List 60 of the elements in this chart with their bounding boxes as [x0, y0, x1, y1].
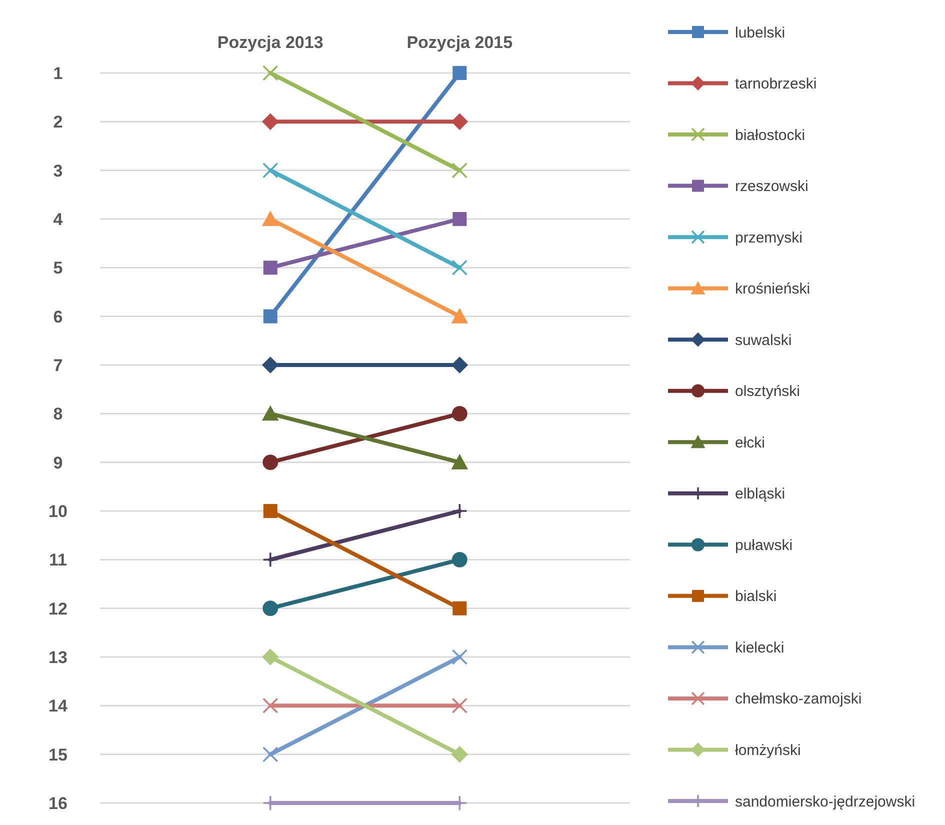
point [262, 552, 278, 568]
point [262, 454, 278, 470]
point [262, 648, 279, 666]
point [452, 503, 468, 519]
point [452, 552, 468, 568]
point [262, 65, 278, 81]
point [452, 66, 467, 80]
legend-label: tarnobrzeski [735, 76, 817, 93]
y-tick-label: 10 [48, 502, 68, 521]
legend-label: ełcki [735, 434, 766, 452]
legend-label: olsztyński [735, 383, 800, 400]
legend-label: krośnieński [735, 280, 810, 298]
y-tick-label: 7 [53, 356, 63, 375]
point [451, 746, 468, 763]
point [262, 746, 278, 762]
y-tick-label: 8 [53, 404, 63, 424]
legend-label: chełmsko-zamojski [735, 690, 862, 708]
legend-label: suwalski [735, 332, 792, 349]
point [452, 162, 468, 178]
point [263, 504, 278, 518]
legend-label: łomżyński [735, 742, 801, 759]
legend-label: przemyski [735, 229, 803, 246]
y-tick-label: 14 [48, 696, 68, 716]
legend-label: puławski [735, 536, 793, 554]
point [262, 162, 278, 178]
point [262, 356, 279, 374]
point [451, 113, 468, 130]
y-tick-label: 15 [48, 745, 68, 764]
point [452, 260, 468, 276]
y-tick-label: 3 [53, 161, 63, 180]
x-tick-label: Pozycja 2015 [406, 32, 513, 52]
legend-label: sandomiersko-jędrzejowski [735, 793, 916, 810]
point [451, 356, 468, 374]
point [262, 600, 278, 616]
point [452, 698, 468, 714]
legend-label: białostocki [735, 126, 806, 144]
point [452, 406, 468, 422]
legend-label: rzeszowski [735, 178, 808, 196]
y-tick-label: 4 [53, 210, 64, 229]
y-tick-label: 12 [48, 599, 68, 618]
point [262, 113, 279, 130]
y-tick-label: 5 [53, 258, 63, 278]
y-tick-label: 2 [53, 112, 63, 132]
legend-label: bialski [735, 588, 777, 606]
point [263, 309, 278, 324]
x-tick-label: Pozycja 2013 [217, 32, 324, 52]
y-tick-label: 16 [48, 794, 68, 813]
point [263, 260, 278, 275]
legend-label: lubelski [735, 24, 786, 42]
y-tick-label: 9 [53, 453, 63, 472]
y-tick-label: 6 [53, 307, 63, 326]
y-tick-label: 1 [53, 64, 63, 83]
legend-label: kielecki [735, 639, 784, 656]
point [452, 601, 467, 616]
point [262, 698, 278, 714]
y-tick-label: 13 [48, 648, 68, 667]
y-tick-label: 11 [49, 550, 67, 570]
point [452, 212, 467, 226]
legend-label: elbląski [735, 486, 786, 503]
point [452, 649, 468, 665]
